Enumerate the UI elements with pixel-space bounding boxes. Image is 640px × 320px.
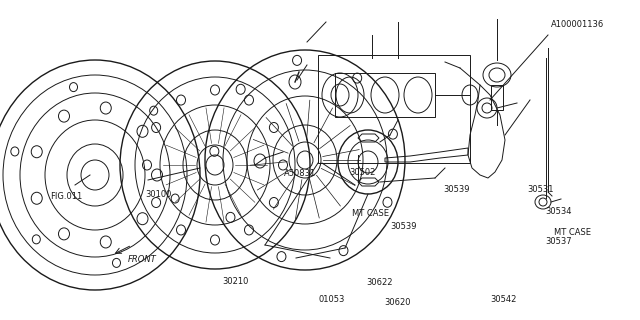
Text: A100001136: A100001136 — [551, 20, 604, 29]
Bar — [318, 55, 470, 163]
Text: 30531: 30531 — [527, 185, 554, 194]
Text: 30620: 30620 — [384, 298, 410, 307]
Text: 30622: 30622 — [366, 278, 392, 287]
Text: 30539: 30539 — [443, 185, 470, 194]
Text: 30537: 30537 — [545, 237, 572, 246]
Bar — [491, 85, 503, 110]
Text: A50831: A50831 — [284, 169, 316, 178]
Text: 30539: 30539 — [390, 222, 417, 231]
Text: 30210: 30210 — [222, 277, 248, 286]
Text: 30542: 30542 — [490, 295, 516, 304]
Text: 30502: 30502 — [349, 168, 376, 177]
Text: FIG.011: FIG.011 — [50, 192, 83, 201]
Text: MT CASE: MT CASE — [554, 228, 591, 237]
Text: 01053: 01053 — [318, 295, 344, 304]
Text: 30100: 30100 — [145, 190, 172, 199]
Bar — [335, 73, 435, 117]
Text: MT CASE: MT CASE — [352, 209, 389, 218]
Text: 30534: 30534 — [545, 207, 572, 216]
Text: FRONT: FRONT — [128, 255, 157, 264]
